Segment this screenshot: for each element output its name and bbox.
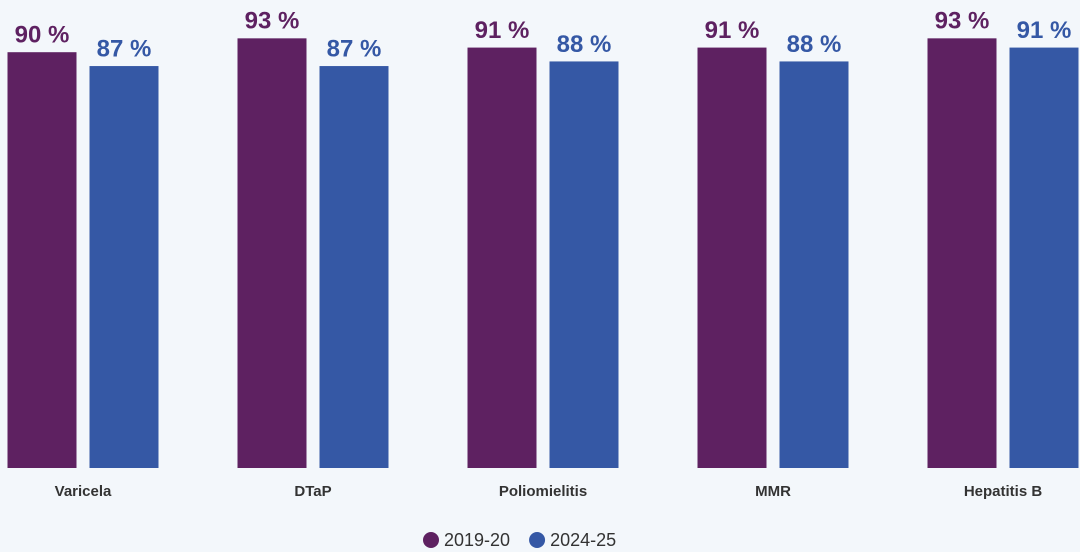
x-tick-label: Varicela (55, 483, 112, 500)
value-label: 90 % (15, 22, 70, 49)
bar (467, 47, 537, 469)
bar (237, 38, 307, 469)
value-label: 87 % (97, 35, 152, 62)
value-label: 88 % (557, 31, 612, 58)
value-label: 91 % (1017, 17, 1072, 44)
bar (7, 52, 77, 468)
x-tick-label: MMR (755, 483, 791, 500)
value-label: 91 % (705, 17, 760, 44)
x-tick-label: DTaP (294, 483, 331, 500)
bar (697, 47, 767, 469)
legend-label: 2019-20 (444, 530, 510, 550)
bar (1009, 47, 1079, 469)
legend-swatch (423, 532, 439, 548)
x-tick-label: Hepatitis B (964, 483, 1043, 500)
bar (89, 66, 159, 468)
bar (927, 38, 997, 469)
legend-label: 2024-25 (550, 530, 616, 550)
x-tick-label: Poliomielitis (499, 483, 587, 500)
bar (319, 66, 389, 468)
value-label: 91 % (475, 17, 530, 44)
value-label: 88 % (787, 31, 842, 58)
bar (549, 61, 619, 468)
bar (779, 61, 849, 468)
legend-swatch (529, 532, 546, 548)
value-label: 87 % (327, 35, 382, 62)
value-label: 93 % (245, 8, 300, 35)
value-label: 93 % (935, 8, 990, 35)
